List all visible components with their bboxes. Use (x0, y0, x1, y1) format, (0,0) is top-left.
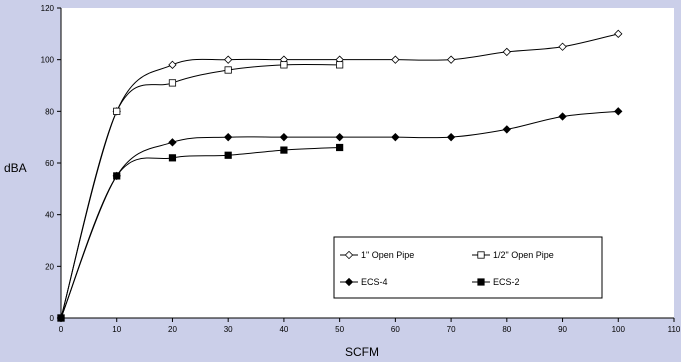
x-tick-label: 40 (279, 325, 288, 334)
data-point (614, 29, 623, 38)
legend-marker (344, 250, 354, 260)
series-line (60, 110, 619, 319)
legend-item: 1/2" Open Pipe (472, 250, 554, 260)
x-tick-label: 50 (335, 325, 344, 334)
x-tick-label: 60 (391, 325, 400, 334)
axes: 0 20 40 60 80 100 120 0 10 20 30 40 50 60 70 80 90 100 110 (41, 4, 681, 334)
legend-item: ECS-4 (340, 277, 388, 287)
data-point (502, 47, 511, 57)
y-axis-label: dBA (4, 161, 27, 175)
data-point (391, 133, 400, 142)
x-tick-label: 0 (59, 325, 64, 334)
data-point (224, 151, 232, 159)
x-tick-label: 20 (168, 325, 177, 334)
legend: 1" Open Pipe 1/2" Open Pipe ECS-4 ECS-2 (333, 236, 603, 299)
y-tick-label: 20 (45, 262, 54, 271)
x-tick-label: 80 (502, 325, 511, 334)
data-point (335, 133, 344, 142)
data-point (446, 55, 456, 64)
y-tick-label: 60 (45, 159, 54, 168)
y-tick-label: 120 (41, 4, 55, 13)
data-point (57, 314, 65, 322)
data-point (391, 55, 400, 64)
data-point (502, 125, 511, 134)
data-point (614, 107, 623, 116)
series-layer (56, 29, 623, 323)
y-tick-label: 80 (45, 107, 54, 116)
data-point (224, 66, 232, 74)
legend-marker (344, 277, 354, 287)
data-point (558, 42, 567, 51)
y-tick-label: 0 (50, 314, 55, 323)
data-point (280, 146, 288, 154)
x-axis-label: SCFM (345, 345, 379, 359)
data-point (280, 61, 288, 69)
data-point (168, 60, 177, 69)
legend-marker (477, 251, 485, 259)
x-tick-label: 10 (112, 325, 121, 334)
legend-marker (477, 278, 485, 286)
data-point (113, 107, 121, 115)
y-tick-label: 40 (45, 211, 54, 220)
x-tick-label: 70 (447, 325, 456, 334)
x-tick-label: 30 (224, 325, 233, 334)
legend-box (333, 236, 603, 299)
data-point (446, 133, 456, 142)
data-point (279, 133, 289, 142)
data-point (336, 61, 344, 69)
legend-label: 1/2" Open Pipe (493, 250, 554, 260)
legend-label: ECS-2 (493, 277, 520, 287)
x-tick-label: 100 (612, 325, 626, 334)
data-point (558, 112, 567, 121)
legend-label: ECS-4 (361, 277, 388, 287)
y-tick-label: 100 (41, 56, 55, 65)
legend-item: 1" Open Pipe (340, 250, 414, 260)
series-4 (57, 143, 344, 322)
data-point (336, 143, 344, 152)
x-tick-label: 110 (668, 325, 681, 334)
data-point (113, 172, 121, 180)
data-point (224, 133, 233, 142)
data-point (224, 55, 233, 64)
data-point (168, 138, 177, 147)
data-point (168, 79, 177, 87)
data-point (168, 154, 177, 162)
legend-label: 1" Open Pipe (361, 250, 414, 260)
legend-item: ECS-2 (472, 277, 520, 287)
x-tick-label: 90 (558, 325, 567, 334)
